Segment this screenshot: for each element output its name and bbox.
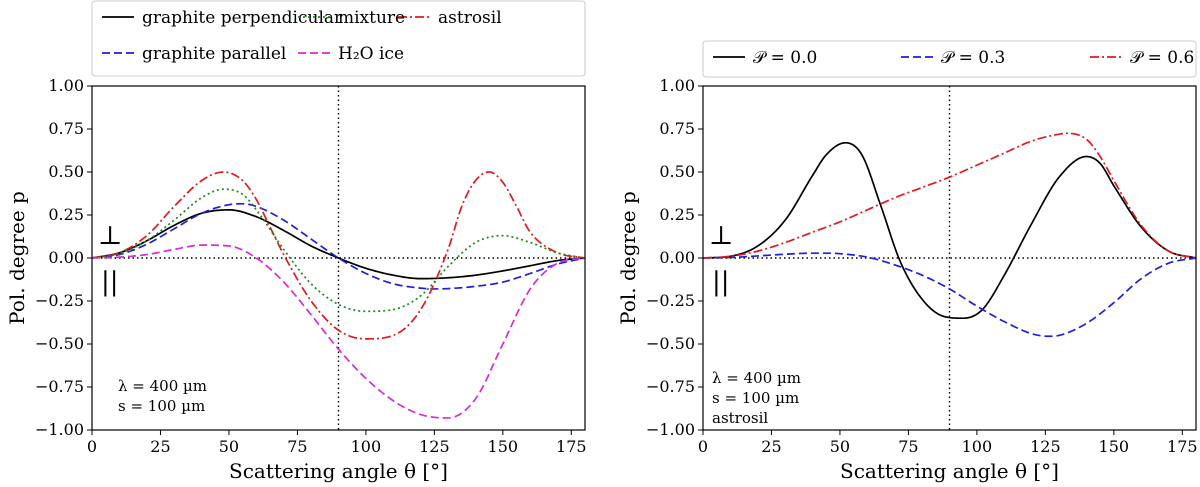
perpendicular-symbol: ⊥ bbox=[709, 221, 733, 251]
x-tick-label: 75 bbox=[898, 437, 918, 456]
y-tick-label: 0.50 bbox=[659, 162, 695, 181]
x-tick-label: 100 bbox=[962, 437, 993, 456]
legend-item-p-0-6: 𝒫 = 0.6 bbox=[1090, 48, 1194, 68]
y-tick-label: 1.00 bbox=[659, 76, 695, 95]
y-tick-label: −0.50 bbox=[35, 334, 84, 353]
legend-item-graphite-perpendicular: graphite perpendicular bbox=[102, 8, 343, 28]
x-axis-label: Scattering angle θ [°] bbox=[840, 459, 1059, 483]
x-tick-label: 75 bbox=[287, 437, 307, 456]
x-tick-label: 125 bbox=[419, 437, 450, 456]
y-tick-label: 0.50 bbox=[48, 162, 84, 181]
y-tick-label: −1.00 bbox=[646, 420, 695, 439]
parallel-symbol: || bbox=[101, 268, 119, 298]
series-line-mixture bbox=[91, 188, 586, 313]
x-tick-label: 150 bbox=[1099, 437, 1130, 456]
y-axis-label: Pol. degree p bbox=[616, 191, 640, 325]
legend-label: 𝒫 = 0.0 bbox=[753, 48, 817, 68]
legend-item-p-0-0: 𝒫 = 0.0 bbox=[713, 48, 817, 68]
parallel-symbol: || bbox=[712, 268, 730, 298]
x-tick-label: 0 bbox=[698, 437, 708, 456]
legend-label: mixture bbox=[338, 8, 405, 28]
legend-frame bbox=[91, 0, 586, 77]
x-tick-label: 50 bbox=[219, 437, 239, 456]
y-tick-label: −0.25 bbox=[646, 291, 695, 310]
y-tick-label: 0.25 bbox=[48, 205, 84, 224]
series-line-graphite-perpendicular bbox=[91, 208, 586, 280]
y-tick-label: 0.75 bbox=[659, 119, 695, 138]
legend-frame bbox=[702, 40, 1197, 78]
x-tick-label: 125 bbox=[1030, 437, 1061, 456]
legend-item-mixture: mixture bbox=[298, 8, 405, 28]
annotation-box: λ = 400 µm s = 100 µm bbox=[118, 377, 207, 415]
annotation-grain-size: s = 100 µm bbox=[118, 397, 205, 415]
y-tick-label: 1.00 bbox=[48, 76, 84, 95]
y-tick-label: 0.00 bbox=[48, 248, 84, 267]
perpendicular-symbol: ⊥ bbox=[98, 221, 122, 251]
right-panel: 0 25 50 75 100 125 150 175 −1.00 −0.75 −0.50 −0.25 0… bbox=[616, 40, 1198, 483]
x-tick-label: 150 bbox=[488, 437, 519, 456]
annotation-box: λ = 400 µm s = 100 µm astrosil bbox=[712, 369, 801, 427]
series-line-astrosil bbox=[91, 171, 586, 340]
y-tick-label: −1.00 bbox=[35, 420, 84, 439]
y-tick-label: −0.75 bbox=[646, 377, 695, 396]
y-tick-label: −0.50 bbox=[646, 334, 695, 353]
x-tick-label: 175 bbox=[1167, 437, 1198, 456]
annotation-wavelength: λ = 400 µm bbox=[712, 369, 801, 387]
y-tick-label: 0.75 bbox=[48, 119, 84, 138]
series-line-graphite-parallel bbox=[91, 202, 586, 290]
series-line-h2o-ice bbox=[91, 244, 586, 419]
x-tick-label: 100 bbox=[351, 437, 382, 456]
legend-item-astrosil: astrosil bbox=[398, 8, 502, 28]
x-tick-label: 175 bbox=[556, 437, 587, 456]
left-panel: 0 25 50 75 100 125 150 175 −1.00 −0.75 −0.50 −0.25 0… bbox=[5, 0, 587, 483]
legend-label: graphite perpendicular bbox=[142, 8, 343, 28]
x-tick-label: 25 bbox=[761, 437, 781, 456]
legend-label: 𝒫 = 0.6 bbox=[1130, 48, 1194, 68]
legend-item-h2o-ice: H₂O ice bbox=[298, 44, 404, 64]
annotation-grain-size: s = 100 µm bbox=[712, 389, 799, 407]
x-tick-label: 50 bbox=[830, 437, 850, 456]
series-line-p-0-6 bbox=[702, 132, 1197, 259]
legend-label: astrosil bbox=[438, 8, 502, 28]
x-tick-label: 25 bbox=[150, 437, 170, 456]
legend-item-graphite-parallel: graphite parallel bbox=[102, 44, 286, 64]
legend: graphite perpendicular graphite parallel a… bbox=[91, 0, 586, 77]
y-tick-label: −0.25 bbox=[35, 291, 84, 310]
y-tick-label: 0.00 bbox=[659, 248, 695, 267]
y-tick-label: 0.25 bbox=[659, 205, 695, 224]
annotation-material: astrosil bbox=[712, 409, 768, 427]
y-tick-label: −0.75 bbox=[35, 377, 84, 396]
x-tick-label: 0 bbox=[87, 437, 97, 456]
x-axis-label: Scattering angle θ [°] bbox=[229, 459, 448, 483]
series-line-p-0-3 bbox=[702, 252, 1197, 338]
legend-label: graphite parallel bbox=[142, 44, 286, 64]
legend: 𝒫 = 0.0 𝒫 = 0.3 𝒫 = 0.6 bbox=[702, 40, 1197, 78]
legend-item-p-0-3: 𝒫 = 0.3 bbox=[901, 48, 1005, 68]
y-axis-label: Pol. degree p bbox=[5, 191, 29, 325]
legend-label: 𝒫 = 0.3 bbox=[941, 48, 1005, 68]
legend-label: H₂O ice bbox=[338, 44, 404, 64]
annotation-wavelength: λ = 400 µm bbox=[118, 377, 207, 395]
series-line-p-0-0 bbox=[702, 141, 1197, 320]
